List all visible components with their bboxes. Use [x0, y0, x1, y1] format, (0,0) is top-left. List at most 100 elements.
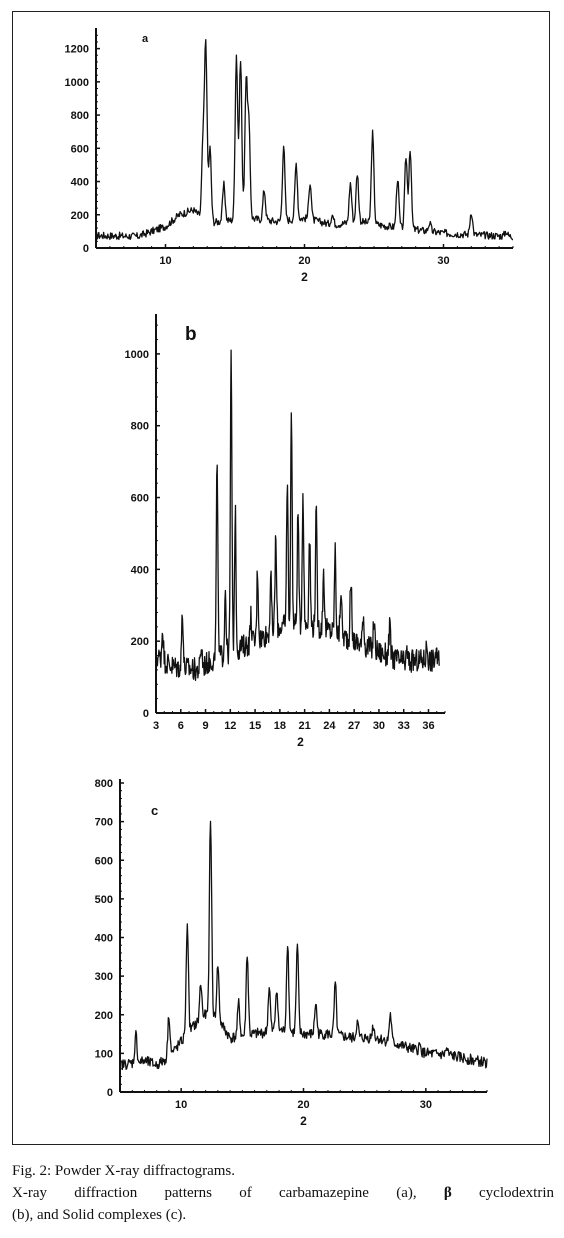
y-tick-label: 400 — [131, 564, 149, 576]
diffraction-trace — [95, 38, 513, 241]
peak-point — [506, 231, 507, 232]
y-tick-label: 0 — [143, 708, 149, 720]
peak-point — [446, 1049, 447, 1050]
y-tick-label: 300 — [95, 971, 113, 983]
x-tick-label: 30 — [420, 1099, 432, 1111]
figure-frame — [12, 11, 550, 1145]
peak-point — [217, 964, 218, 965]
peak-point — [435, 651, 436, 652]
panel-label-c: c — [151, 803, 158, 818]
diffraction-trace — [155, 349, 440, 682]
x-tick-label: 33 — [398, 720, 410, 732]
caption-title: Fig. 2: Powder X-ray diffractograms. — [12, 1163, 236, 1179]
peak-point — [269, 987, 270, 988]
peak-point — [283, 144, 284, 145]
peak-point — [162, 626, 163, 627]
x-tick-label: 9 — [202, 720, 208, 732]
peak-point — [373, 619, 374, 620]
peak-point — [298, 511, 299, 512]
y-tick-label: 700 — [95, 817, 113, 829]
peak-point — [389, 626, 390, 627]
peak-point — [310, 181, 311, 182]
y-tick-label: 200 — [71, 210, 89, 222]
peak-point — [264, 189, 265, 190]
x-tick-label: 15 — [249, 720, 261, 732]
peak-point — [247, 952, 248, 953]
peak-point — [275, 537, 276, 538]
peak-point — [372, 133, 373, 134]
peak-point — [200, 983, 201, 984]
y-tick-label: 600 — [71, 143, 89, 155]
x-axis-title: 2 — [301, 270, 308, 284]
x-tick-label: 12 — [224, 720, 236, 732]
peak-point — [238, 1003, 239, 1004]
peak-point — [419, 1045, 420, 1046]
y-tick-label: 0 — [107, 1087, 113, 1099]
peak-point — [350, 576, 351, 577]
caption-line-2: X-ray diffraction patterns of carbamazep… — [12, 1182, 554, 1204]
peak-point — [363, 612, 364, 613]
peak-point — [225, 587, 226, 588]
y-tick-label: 0 — [83, 243, 89, 255]
x-tick-label: 20 — [297, 1099, 309, 1111]
x-tick-label: 18 — [274, 720, 286, 732]
peak-point — [429, 223, 430, 224]
peak-point — [270, 576, 271, 577]
y-tick-label: 200 — [95, 1010, 113, 1022]
peak-point — [373, 1026, 374, 1027]
peak-point — [236, 55, 237, 56]
y-tick-label: 800 — [131, 421, 149, 433]
peak-point — [201, 644, 202, 645]
x-tick-label: 36 — [422, 720, 434, 732]
peak-point — [135, 1034, 136, 1035]
y-tick-label: 500 — [95, 894, 113, 906]
peak-point — [187, 922, 188, 923]
caption-line-2-end: cyclodextrin — [451, 1185, 554, 1201]
peak-point — [168, 1014, 169, 1015]
peak-point — [426, 644, 427, 645]
x-tick-label: 6 — [178, 720, 184, 732]
x-tick-label: 30 — [373, 720, 385, 732]
figure-caption: Fig. 2: Powder X-ray diffractograms. X-r… — [12, 1160, 554, 1226]
peak-point — [407, 651, 408, 652]
panel-label-b: b — [185, 324, 197, 345]
diffractogram-panel-c: 0 100 200 300 400 500 600 700 800 10 20 30 2 c — [95, 778, 488, 1128]
peak-point — [316, 511, 317, 512]
x-tick-label: 21 — [299, 720, 311, 732]
peak-point — [309, 533, 310, 534]
x-tick-label: 24 — [323, 720, 336, 732]
peak-point — [335, 551, 336, 552]
caption-beta-symbol: β — [443, 1185, 452, 1201]
y-tick-label: 1000 — [125, 349, 149, 361]
y-tick-label: 400 — [95, 933, 113, 945]
panel-label-a: a — [142, 33, 149, 45]
x-tick-label: 20 — [298, 255, 310, 267]
peak-point — [405, 156, 406, 157]
x-axis-title: 2 — [297, 735, 304, 749]
peak-point — [287, 941, 288, 942]
peak-point — [410, 148, 411, 149]
diffractogram-panel-a: 0 200 400 600 800 1000 1200 10 20 30 2 a — [65, 28, 514, 284]
peak-point — [323, 569, 324, 570]
peak-point — [297, 945, 298, 946]
peak-point — [335, 983, 336, 984]
y-tick-label: 100 — [95, 1048, 113, 1060]
y-tick-label: 600 — [95, 855, 113, 867]
peak-point — [182, 608, 183, 609]
x-tick-label: 10 — [159, 255, 171, 267]
peak-point — [340, 587, 341, 588]
diffraction-trace — [119, 820, 488, 1071]
peak-point — [210, 817, 211, 818]
peak-point — [291, 407, 292, 408]
x-tick-label: 10 — [175, 1099, 187, 1111]
peak-point — [315, 1003, 316, 1004]
y-tick-label: 1200 — [65, 44, 89, 56]
peak-point — [240, 58, 241, 59]
peak-point — [332, 214, 333, 215]
y-tick-label: 800 — [95, 778, 113, 790]
caption-line-2-start: X-ray diffraction patterns of carbamazep… — [12, 1185, 444, 1201]
x-tick-label: 3 — [153, 720, 159, 732]
peak-point — [250, 616, 251, 617]
